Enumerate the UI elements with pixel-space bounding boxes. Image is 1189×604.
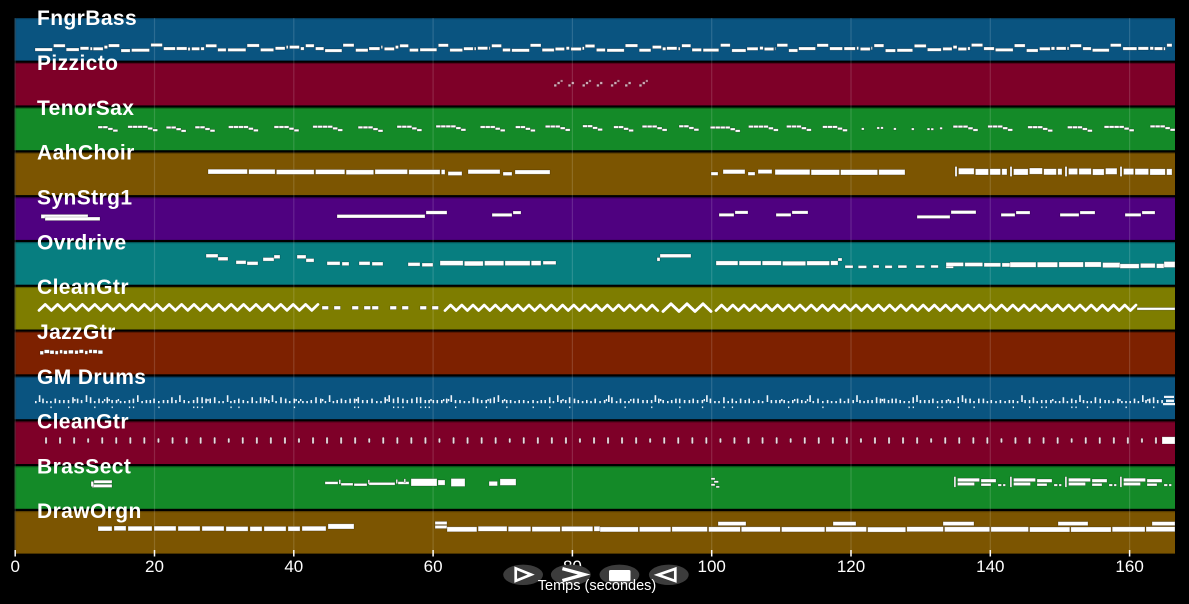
svg-text:Temps (secondes): Temps (secondes) [538,578,656,594]
svg-text:AahChoir: AahChoir [37,142,135,165]
svg-text:CleanGtr: CleanGtr [37,276,129,299]
svg-text:DrawOrgn: DrawOrgn [37,500,142,523]
svg-text:160: 160 [1115,557,1143,576]
svg-text:60: 60 [424,557,443,576]
svg-text:GM Drums: GM Drums [37,366,146,389]
svg-text:SynStrg1: SynStrg1 [37,187,132,210]
svg-text:20: 20 [145,557,164,576]
svg-text:FngrBass: FngrBass [37,7,137,30]
svg-text:140: 140 [976,557,1004,576]
svg-text:120: 120 [837,557,865,576]
svg-text:BrasSect: BrasSect [37,455,131,478]
svg-text:CleanGtr: CleanGtr [37,411,129,434]
svg-text:Ovrdrive: Ovrdrive [37,231,127,254]
svg-text:100: 100 [698,557,726,576]
svg-text:40: 40 [284,557,303,576]
svg-text:JazzGtr: JazzGtr [37,321,116,344]
svg-text:0: 0 [10,557,19,576]
svg-text:TenorSax: TenorSax [37,97,134,120]
svg-text:Pizzicto: Pizzicto [37,52,118,75]
